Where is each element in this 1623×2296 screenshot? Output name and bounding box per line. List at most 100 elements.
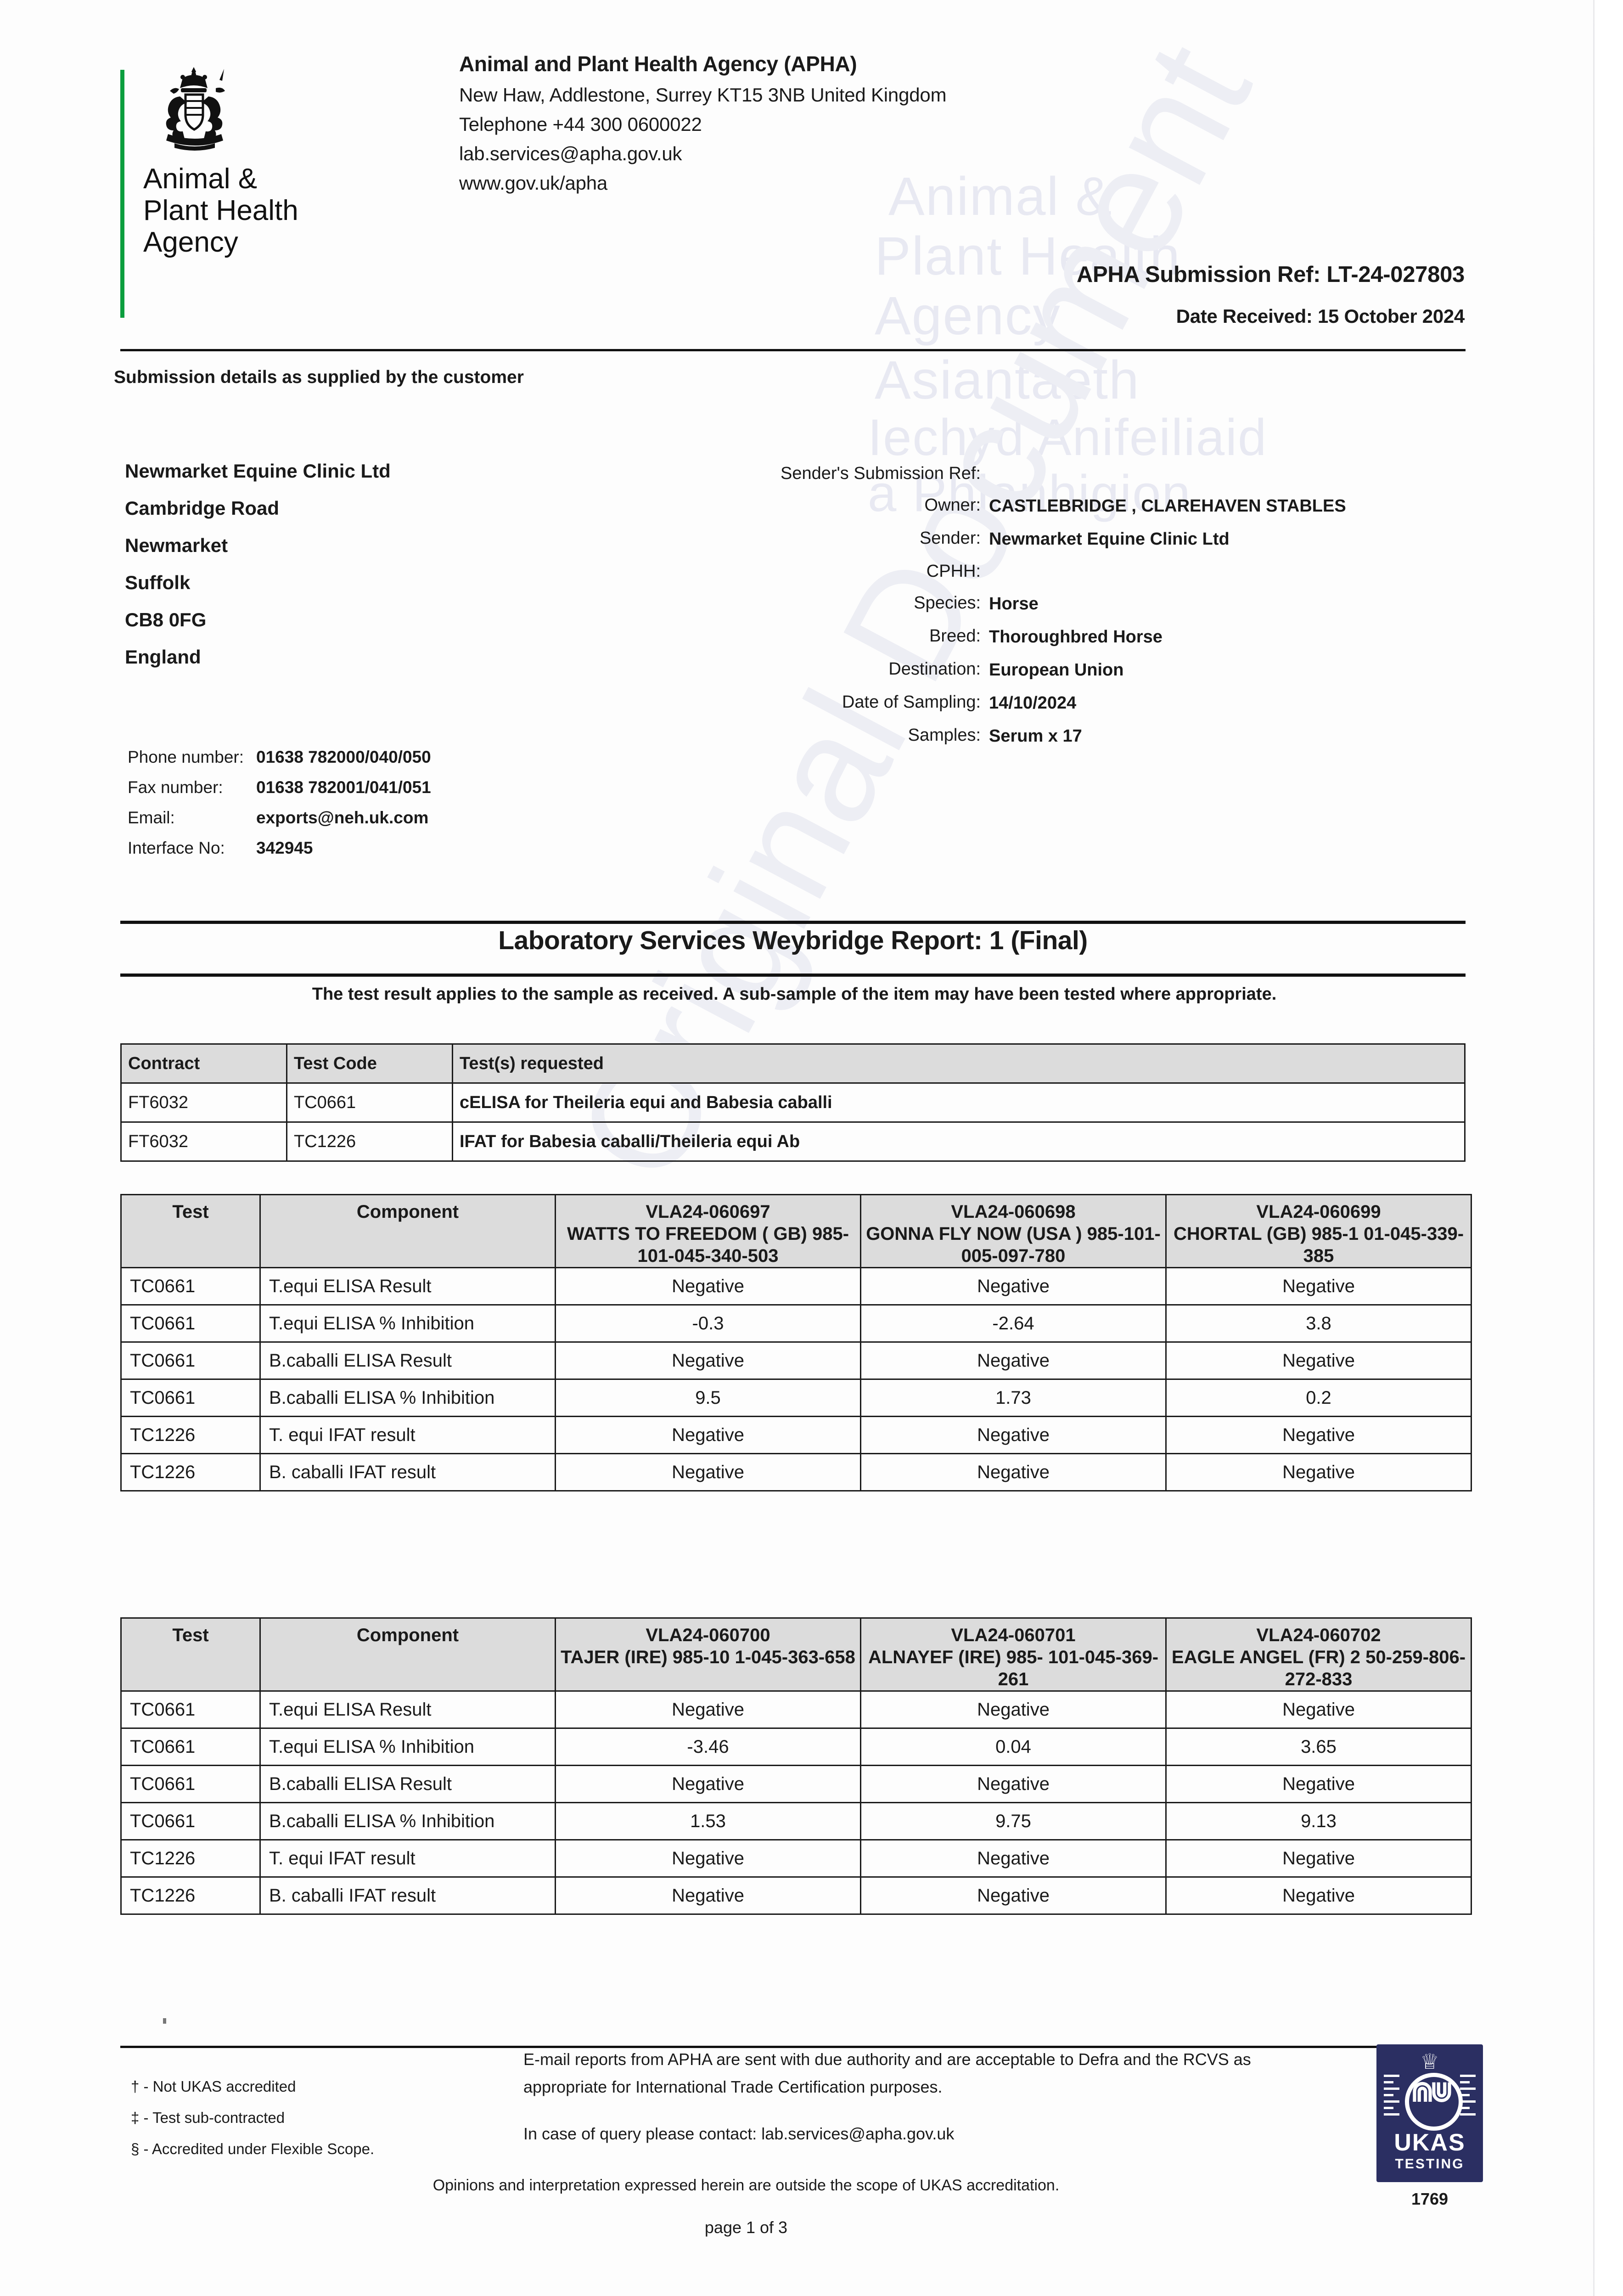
meta-key: Destination:: [888, 659, 981, 679]
cell-component: B.caballi ELISA % Inhibition: [259, 1802, 556, 1840]
cell-result: 9.75: [860, 1802, 1167, 1840]
sample-name: TAJER (IRE) 985-10 1-045-363-658: [561, 1647, 855, 1667]
cell-component: B.caballi ELISA Result: [259, 1765, 556, 1803]
col-header-test: Test: [120, 1617, 261, 1692]
page-margin-fill: [1595, 0, 1623, 2296]
royal-coat-of-arms-icon: [147, 64, 241, 156]
cell-result: Negative: [555, 1839, 861, 1878]
contact-value: 01638 782000/040/050: [256, 748, 431, 766]
contact-row: Fax number: 01638 782001/041/051: [127, 773, 432, 802]
cell-test: TC0661: [120, 1379, 261, 1417]
customer-contact-table: Phone number: 01638 782000/040/050 Fax n…: [126, 742, 432, 864]
table-header-row: Contract Test Code Test(s) requested: [120, 1043, 1466, 1084]
cell-component: B. caballi IFAT result: [259, 1453, 556, 1491]
cell-result: Negative: [860, 1267, 1167, 1306]
meta-row: Species: Horse: [781, 593, 1346, 626]
sample-name: EAGLE ANGEL (FR) 2 50-259-806-272-833: [1171, 1647, 1466, 1689]
cell-test: TC0661: [120, 1802, 261, 1840]
table-header-row: Test Component VLA24-060697 WATTS TO FRE…: [120, 1194, 1472, 1268]
meta-row: Owner: CASTLEBRIDGE , CLAREHAVEN STABLES: [781, 495, 1346, 529]
logo-line-2: Plant Health: [143, 195, 298, 226]
meta-key: Owner:: [924, 495, 981, 515]
meta-row: Samples: Serum x 17: [781, 726, 1346, 759]
sample-id: VLA24-060699: [1256, 1202, 1381, 1222]
cell-result: Negative: [1165, 1416, 1472, 1454]
cell-result: Negative: [860, 1876, 1167, 1915]
meta-row: Sender's Submission Ref:: [781, 464, 1346, 495]
page-number: page 1 of 3: [704, 2218, 788, 2237]
submission-meta-block: Sender's Submission Ref: Owner: CASTLEBR…: [781, 464, 1346, 759]
cell-component: T.equi ELISA % Inhibition: [259, 1728, 556, 1766]
cell-test-code: TC0661: [286, 1082, 453, 1123]
meta-key: Sender's Submission Ref:: [781, 464, 981, 483]
cell-test: TC0661: [120, 1765, 261, 1803]
table-row: TC0661 B.caballi ELISA % Inhibition 9.5 …: [120, 1379, 1472, 1417]
agency-website[interactable]: www.gov.uk/apha: [459, 172, 608, 194]
contact-row: Email: exports@neh.uk.com: [127, 803, 432, 833]
contact-value: 342945: [256, 838, 313, 857]
cell-result: Negative: [860, 1453, 1167, 1491]
col-header-sample-2: VLA24-060698 GONNA FLY NOW (USA ) 985-10…: [860, 1194, 1167, 1268]
cell-result: Negative: [860, 1765, 1167, 1803]
address-line: Newmarket Equine Clinic Ltd: [125, 460, 391, 482]
meta-value: Newmarket Equine Clinic Ltd: [989, 529, 1230, 549]
cell-result: Negative: [1165, 1341, 1472, 1380]
ukas-accreditation-number: 1769: [1411, 2189, 1449, 2208]
cell-result: 0.04: [860, 1728, 1167, 1766]
ukas-wordmark: UKAS: [1394, 2129, 1466, 2156]
table-row: TC1226 T. equi IFAT result Negative Nega…: [120, 1839, 1472, 1878]
cell-test: TC1226: [120, 1876, 261, 1915]
meta-value: European Union: [989, 660, 1124, 680]
table-header-row: Test Component VLA24-060700 TAJER (IRE) …: [120, 1617, 1472, 1692]
cell-result: 3.65: [1165, 1728, 1472, 1766]
cell-result: Negative: [860, 1416, 1167, 1454]
table-row: TC1226 B. caballi IFAT result Negative N…: [120, 1453, 1472, 1491]
cell-result: Negative: [555, 1876, 861, 1915]
sample-name: GONNA FLY NOW (USA ) 985-101-005-097-780: [866, 1224, 1161, 1266]
results-table-2: Test Component VLA24-060700 TAJER (IRE) …: [120, 1617, 1472, 1915]
table-row: FT6032 TC1226 IFAT for Babesia caballi/T…: [120, 1121, 1466, 1162]
cell-contract: FT6032: [120, 1082, 287, 1123]
meta-value: [989, 562, 1346, 593]
col-header-sample-2: VLA24-060701 ALNAYEF (IRE) 985- 101-045-…: [860, 1617, 1167, 1692]
contact-label: Email:: [128, 808, 175, 827]
cell-result: 9.5: [555, 1379, 861, 1417]
legend-item: ‡ - Test sub-contracted: [131, 2109, 285, 2126]
meta-value: CASTLEBRIDGE , CLAREHAVEN STABLES: [989, 496, 1346, 516]
col-header-sample-3: VLA24-060699 CHORTAL (GB) 985-1 01-045-3…: [1165, 1194, 1472, 1268]
legend-item: § - Accredited under Flexible Scope.: [131, 2140, 375, 2157]
cell-result: Negative: [555, 1416, 861, 1454]
cell-result: Negative: [1165, 1690, 1472, 1729]
table-row: TC1226 T. equi IFAT result Negative Nega…: [120, 1416, 1472, 1454]
address-line: Suffolk: [125, 572, 191, 593]
cell-test: TC0661: [120, 1341, 261, 1380]
cell-result: Negative: [1165, 1839, 1472, 1878]
address-line: England: [125, 646, 201, 668]
address-line: Newmarket: [125, 535, 228, 556]
cell-test: TC0661: [120, 1690, 261, 1729]
cell-test: TC1226: [120, 1453, 261, 1491]
report-title: Laboratory Services Weybridge Report: 1 …: [498, 926, 1088, 955]
cell-result: 3.8: [1165, 1304, 1472, 1343]
cell-component: B.caballi ELISA Result: [259, 1341, 556, 1380]
cell-result: Negative: [555, 1453, 861, 1491]
sample-name: ALNAYEF (IRE) 985- 101-045-369-261: [868, 1647, 1159, 1689]
col-header-component: Component: [259, 1617, 556, 1692]
meta-key: Sender:: [919, 529, 981, 548]
address-line: CB8 0FG: [125, 609, 207, 630]
sample-name: CHORTAL (GB) 985-1 01-045-339-385: [1173, 1224, 1464, 1266]
agency-email[interactable]: lab.services@apha.gov.uk: [459, 143, 682, 164]
sample-id: VLA24-060702: [1256, 1625, 1381, 1645]
cell-test-requested: IFAT for Babesia caballi/Theileria equi …: [452, 1121, 1466, 1162]
address-line: Cambridge Road: [125, 497, 280, 519]
col-header-test-code: Test Code: [286, 1043, 453, 1084]
sample-id: VLA24-060700: [646, 1625, 770, 1645]
meta-key: CPHH:: [926, 562, 981, 581]
table-row: TC0661 T.equi ELISA Result Negative Nega…: [120, 1690, 1472, 1729]
footer-divider: [120, 2046, 1466, 2048]
agency-telephone: Telephone +44 300 0600022: [459, 113, 702, 135]
logo-line-1: Animal &: [143, 163, 258, 195]
results-table-1: Test Component VLA24-060697 WATTS TO FRE…: [120, 1194, 1472, 1491]
footer-opinions-note: Opinions and interpretation expressed he…: [432, 2177, 1060, 2194]
